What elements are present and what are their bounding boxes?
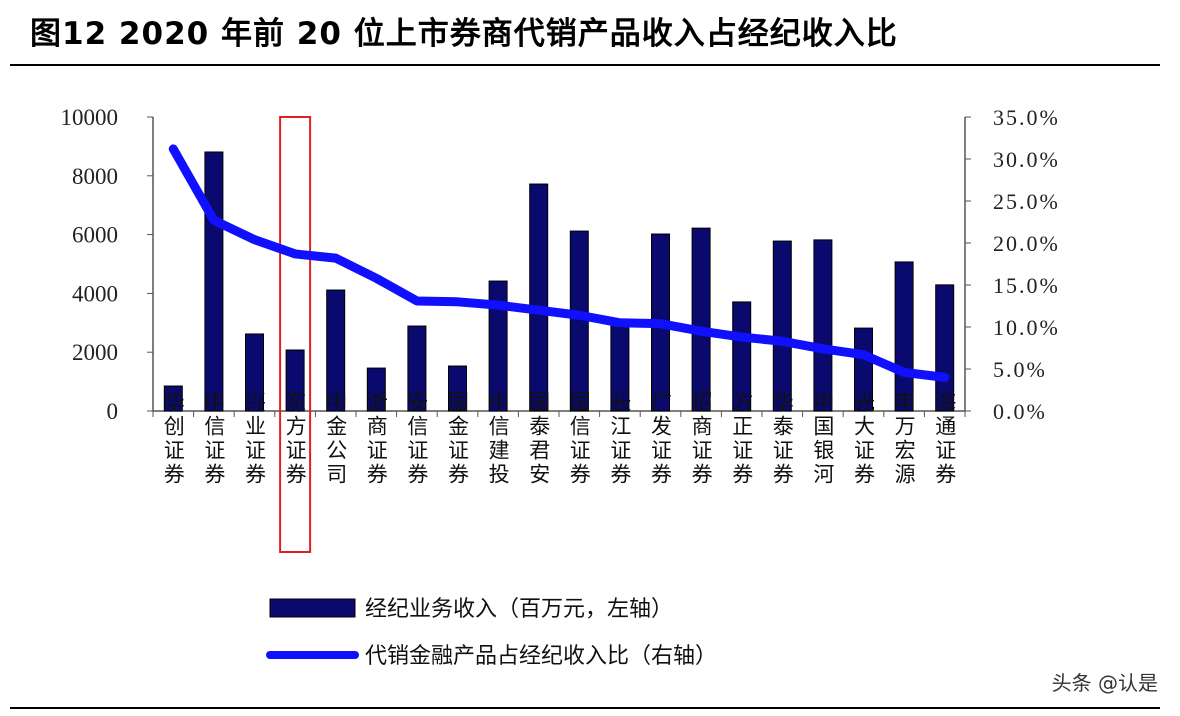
category-label: 申万宏源 (892, 391, 916, 487)
category-label: 华创证券 (161, 391, 185, 487)
right-tick-label: 35.0% (993, 105, 1060, 130)
left-tick-label: 0 (107, 399, 119, 424)
category-label: 安信证券 (405, 391, 429, 487)
right-tick-label: 10.0% (993, 315, 1060, 340)
right-tick-label: 25.0% (993, 189, 1060, 214)
bar-申万宏源 (894, 261, 914, 412)
bar-方正证券 (732, 301, 752, 412)
left-tick-label: 8000 (72, 164, 118, 189)
category-label: 中国银河 (811, 391, 835, 487)
bar-中信证券 (204, 151, 224, 412)
legend-bar-label: 经纪业务收入（百万元，左轴） (365, 597, 673, 622)
bar-兴业证券 (245, 333, 264, 412)
category-label: 中信证券 (202, 391, 226, 487)
category-label: 海通证券 (933, 391, 957, 487)
bar-中信建投 (488, 280, 508, 412)
bar-招商证券 (691, 227, 711, 412)
category-label: 华泰证券 (770, 391, 794, 487)
category-label: 广发证券 (649, 391, 673, 487)
category-label: 国信证券 (567, 391, 591, 487)
bar-东方证券 (285, 349, 305, 412)
category-label: 国金证券 (446, 391, 470, 487)
category-label: 兴业证券 (243, 391, 267, 487)
right-tick-label: 0.0% (993, 399, 1047, 424)
category-label: 东方证券 (283, 391, 307, 487)
right-tick-label: 30.0% (993, 147, 1060, 172)
chart-title: 图12 2020 年前 20 位上市券商代销产品收入占经纪收入比 (30, 16, 898, 52)
category-label: 国泰君安 (527, 391, 551, 487)
bar-国泰君安 (529, 183, 549, 412)
bar-华泰证券 (772, 240, 792, 412)
bar-国金证券 (448, 365, 467, 412)
right-tick-label: 15.0% (993, 273, 1060, 298)
category-label: 光大证券 (852, 391, 876, 487)
category-label: 方正证券 (730, 391, 754, 487)
watermark: 头条 @认是 (1051, 671, 1158, 695)
category-label: 中信建投 (486, 391, 510, 487)
left-tick-label: 6000 (72, 223, 118, 248)
bar-华创证券 (163, 385, 183, 412)
bar-浙商证券 (366, 367, 386, 412)
title-divider (10, 64, 1160, 66)
bar-中国银河 (813, 239, 833, 412)
bottom-divider (10, 707, 1160, 709)
bar-光大证券 (854, 327, 873, 412)
highlight-box (279, 116, 312, 553)
bar-国信证券 (569, 230, 589, 412)
right-tick-label: 20.0% (993, 231, 1060, 256)
legend-bar-swatch (269, 598, 356, 618)
left-tick-label: 4000 (72, 281, 118, 306)
category-label: 招商证券 (689, 391, 713, 487)
category-label: 浙商证券 (364, 391, 388, 487)
bar-中金公司 (326, 289, 346, 412)
left-tick-label: 2000 (72, 340, 118, 365)
left-tick-label: 10000 (61, 105, 119, 130)
category-label: 中金公司 (324, 391, 348, 487)
legend-line-label: 代销金融产品占经纪收入比（右轴） (365, 644, 717, 669)
category-label: 长江证券 (608, 391, 632, 487)
right-tick-label: 5.0% (993, 357, 1047, 382)
ratio-line (168, 144, 950, 382)
bar-安信证券 (407, 325, 427, 412)
